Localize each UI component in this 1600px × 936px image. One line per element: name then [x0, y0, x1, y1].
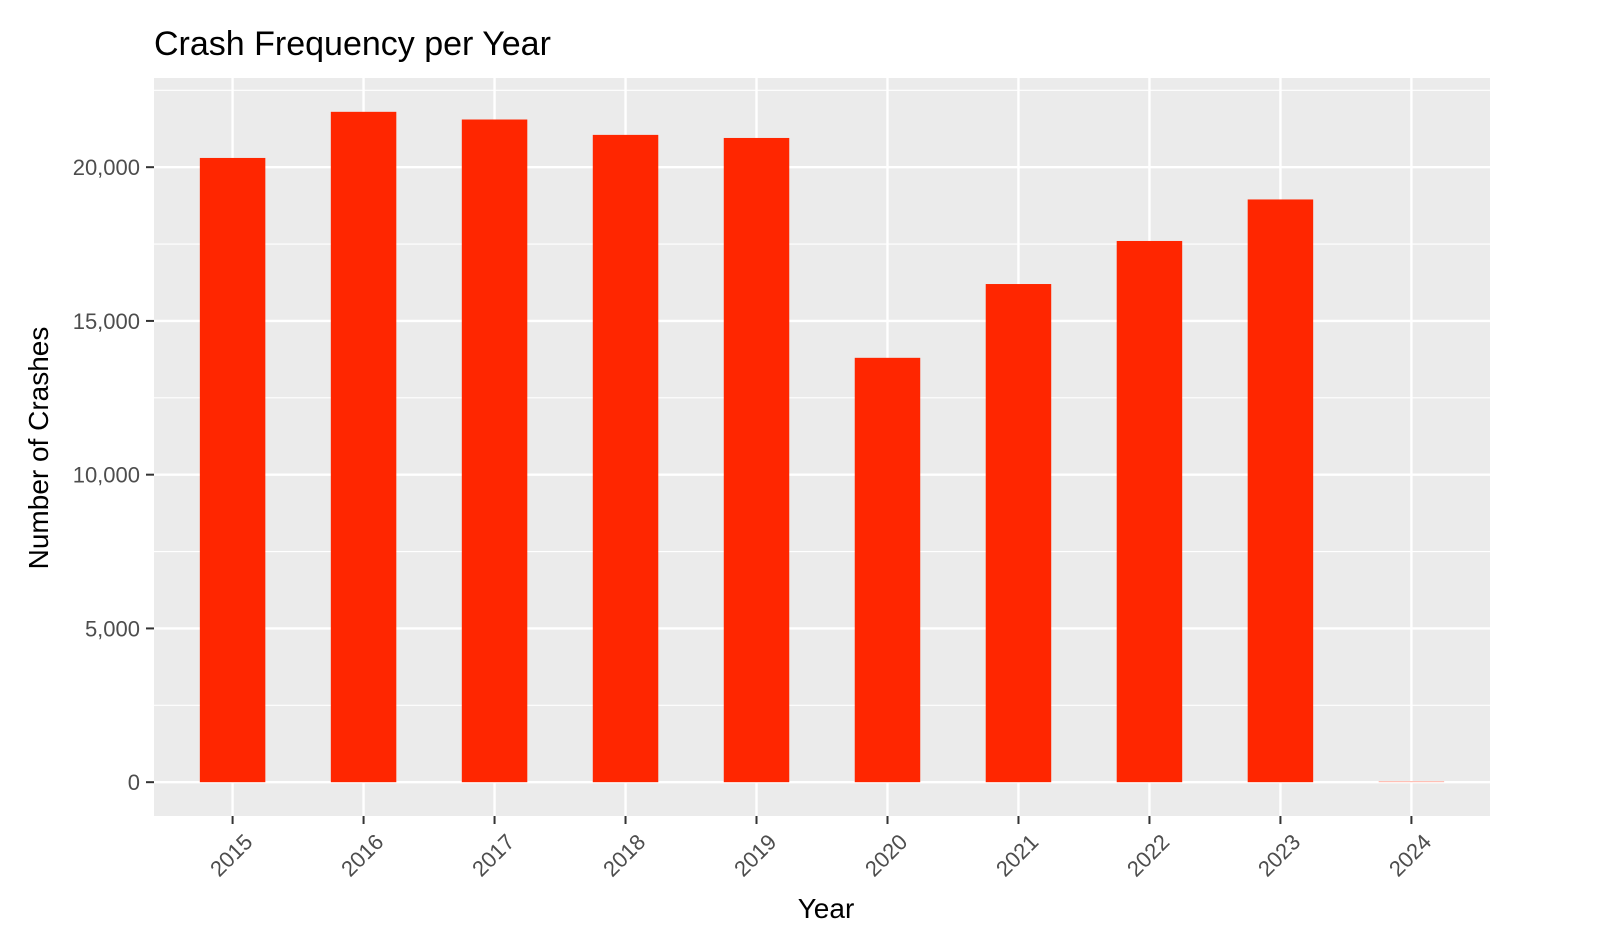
- x-tick-label: 2017: [467, 829, 519, 881]
- bar-2015: [199, 157, 266, 783]
- bar-2017: [461, 119, 528, 783]
- bar-2021: [985, 284, 1052, 783]
- x-axis-title: Year: [798, 893, 855, 924]
- x-tick-label: 2023: [1253, 829, 1305, 881]
- y-tick-label: 10,000: [73, 463, 140, 488]
- y-tick-label: 20,000: [73, 155, 140, 180]
- x-tick-label: 2019: [729, 829, 781, 881]
- y-tick-label: 0: [128, 770, 140, 795]
- bar-2018: [592, 134, 659, 783]
- bar-2023: [1247, 199, 1314, 783]
- y-tick-label: 5,000: [85, 616, 140, 641]
- bar-2020: [854, 357, 921, 783]
- bars: [199, 111, 1445, 783]
- x-tick-label: 2024: [1384, 829, 1436, 881]
- bar-2024: [1378, 781, 1445, 783]
- y-axis-title: Number of Crashes: [23, 327, 54, 570]
- x-tick-label: 2022: [1122, 829, 1174, 881]
- x-tick-label: 2015: [205, 829, 257, 881]
- y-axis-ticks: 0 5,000 10,000 15,000 20,000: [73, 155, 154, 795]
- chart-title: Crash Frequency per Year: [154, 25, 551, 63]
- x-tick-label: 2020: [860, 829, 912, 881]
- bar-2016: [330, 111, 397, 783]
- x-tick-label: 2021: [991, 829, 1043, 881]
- y-tick-label: 15,000: [73, 309, 140, 334]
- bar-2022: [1116, 240, 1183, 783]
- x-tick-label: 2018: [598, 829, 650, 881]
- x-tick-label: 2016: [336, 829, 388, 881]
- bar-2019: [723, 137, 790, 783]
- x-axis-ticks: 2015 2016 2017 2018 2019 2020 2021 2022 2023 2024: [205, 816, 1436, 881]
